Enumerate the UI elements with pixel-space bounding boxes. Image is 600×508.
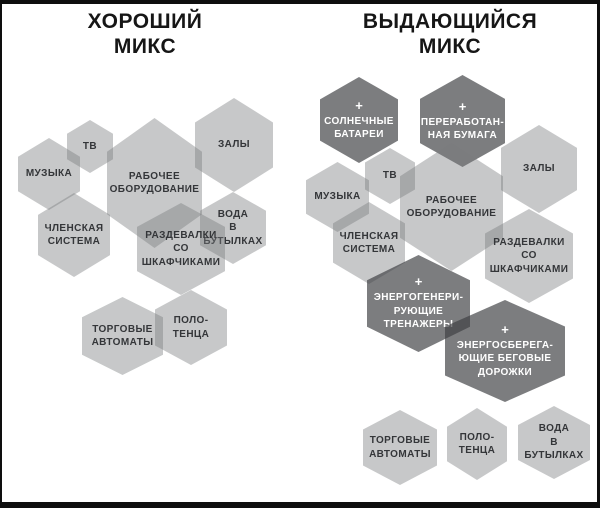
hex-label-rabochee-left: РАБОЧЕЕ ОБОРУДОВАНИЕ — [109, 170, 200, 196]
hex-label-polotenca-left: ПОЛО- ТЕНЦА — [172, 315, 210, 340]
hex-solnechnye-batarei: + СОЛНЕЧНЫЕ БАТАРЕИ — [320, 77, 398, 163]
hex-label-torgovye-left: ТОРГОВЫЕ АВТОМАТЫ — [91, 323, 154, 349]
hex-label-razdevalki-right: РАЗДЕВАЛКИ СО ШКАФЧИКАМИ — [489, 236, 569, 275]
hex-torgovye-right: ТОРГОВЫЕ АВТОМАТЫ — [363, 410, 437, 485]
hex-label-chlenskaya-left: ЧЛЕНСКАЯ СИСТЕМА — [44, 222, 104, 248]
plus-icon: + — [355, 97, 363, 113]
hex-torgovye-left: ТОРГОВЫЕ АВТОМАТЫ — [82, 297, 163, 375]
hex-label-muzyka-right: МУЗЫКА — [314, 191, 361, 203]
hex-label-pererabotannaya-bumaga: ПЕРЕРАБОТАН- НАЯ БУМАГА — [420, 116, 505, 142]
hex-label-zaly-left: ЗАЛЫ — [217, 139, 250, 151]
hex-label-razdevalki-left: РАЗДЕВАЛКИ СО ШКАФЧИКАМИ — [141, 229, 221, 268]
hex-voda-right: ВОДА В БУТЫЛКАХ — [518, 406, 590, 479]
hex-polotenca-left: ПОЛО- ТЕНЦА — [155, 290, 227, 365]
plus-icon: + — [414, 274, 423, 290]
hex-label-tv-left: ТВ — [82, 140, 98, 152]
plus-icon: + — [458, 98, 467, 114]
hex-label-rabochee-right: РАБОЧЕЕ ОБОРУДОВАНИЕ — [406, 194, 497, 220]
hex-label-voda-right: ВОДА В БУТЫЛКАХ — [524, 423, 584, 462]
plus-icon: + — [501, 321, 509, 337]
hex-label-chlenskaya-right: ЧЛЕНСКАЯ СИСТЕМА — [339, 230, 399, 256]
hex-label-energogeneriruyushchie: ЭНЕРГОГЕНЕРИ- РУЮЩИЕ ТРЕНАЖЕРЫ — [373, 292, 464, 331]
hex-polotenca-right: ПОЛО- ТЕНЦА — [447, 408, 507, 480]
hex-zaly-left: ЗАЛЫ — [195, 98, 273, 192]
hex-label-solnechnye-batarei: СОЛНЕЧНЫЕ БАТАРЕИ — [324, 115, 394, 141]
hex-label-muzyka-left: МУЗЫКА — [25, 168, 73, 180]
hex-label-zaly-right: ЗАЛЫ — [522, 163, 555, 175]
outstanding-mix-title: ВЫДАЮЩИЙСЯ МИКС — [362, 10, 538, 58]
hex-label-energosberegayushchie: ЭНЕРГОСБЕРЕГА- ЮЩИЕ БЕГОВЫЕ ДОРОЖКИ — [456, 339, 554, 378]
hex-label-torgovye-right: ТОРГОВЫЕ АВТОМАТЫ — [369, 435, 431, 460]
hex-zaly-right: ЗАЛЫ — [501, 125, 577, 213]
good-mix-title: ХОРОШИЙ МИКС — [87, 10, 203, 58]
hex-label-tv-right: ТВ — [382, 170, 398, 182]
hex-label-polotenca-right: ПОЛО- ТЕНЦА — [458, 431, 496, 457]
hex-label-voda-left: ВОДА В БУТЫЛКАХ — [203, 208, 263, 247]
